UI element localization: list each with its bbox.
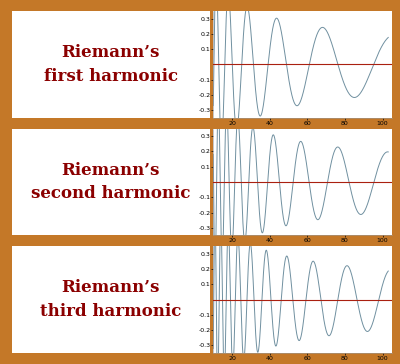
Text: Riemann’s
first harmonic: Riemann’s first harmonic <box>44 44 178 85</box>
Text: Riemann’s
second harmonic: Riemann’s second harmonic <box>31 162 190 202</box>
Text: Riemann’s
third harmonic: Riemann’s third harmonic <box>40 279 182 320</box>
